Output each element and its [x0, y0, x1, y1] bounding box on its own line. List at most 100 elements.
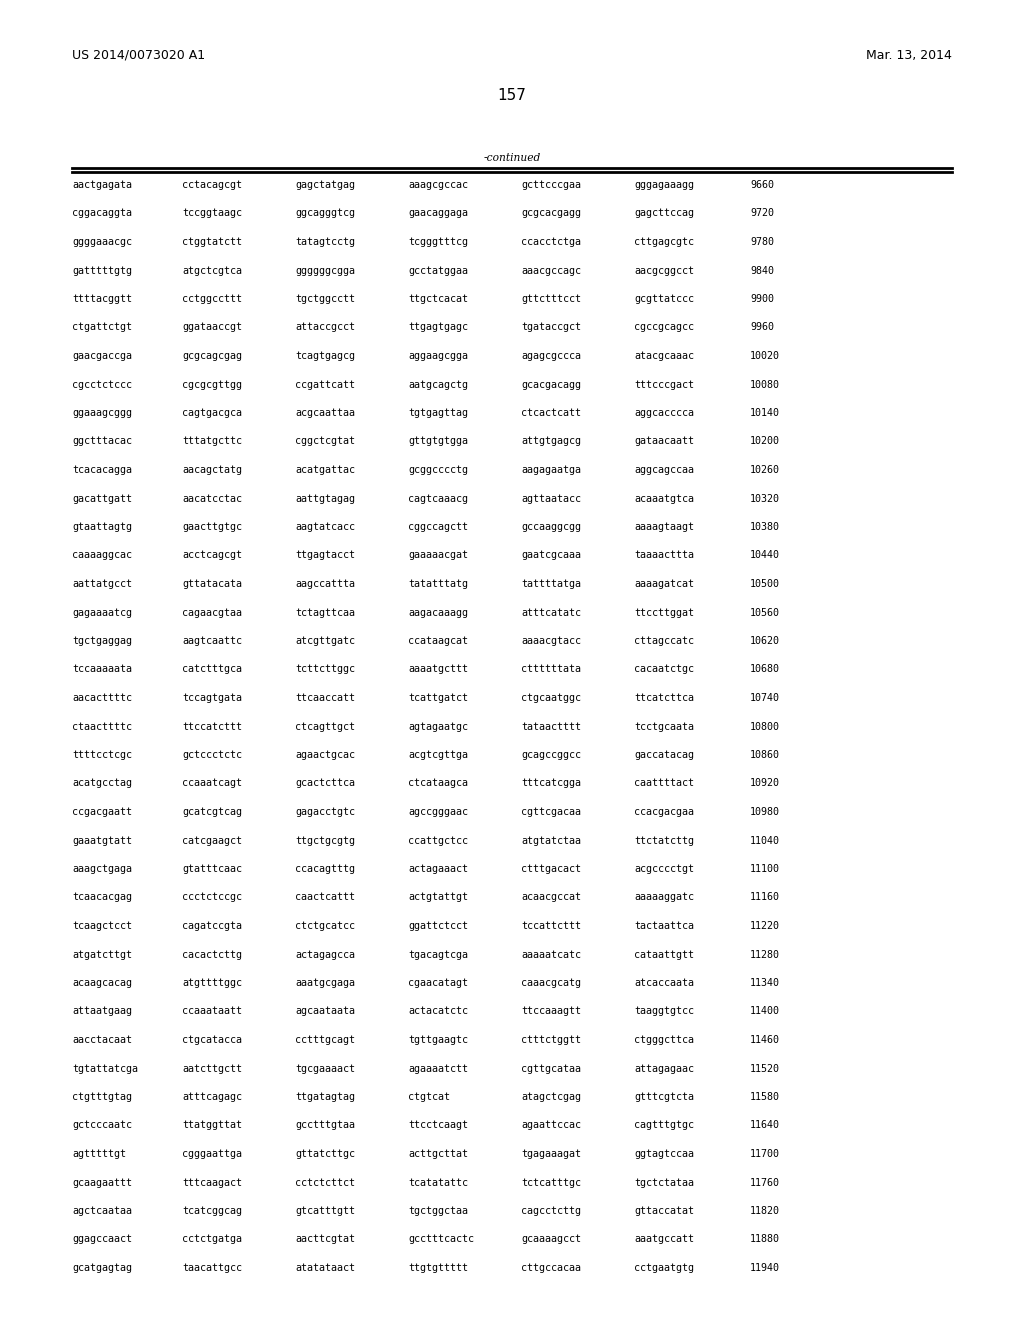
Text: gaacgaccga: gaacgaccga	[72, 351, 132, 360]
Text: 11940: 11940	[750, 1263, 780, 1272]
Text: 10920: 10920	[750, 779, 780, 788]
Text: gcactcttca: gcactcttca	[295, 779, 355, 788]
Text: gaccatacag: gaccatacag	[634, 750, 694, 760]
Text: gcgttatccc: gcgttatccc	[634, 294, 694, 304]
Text: cctacagcgt: cctacagcgt	[182, 180, 242, 190]
Text: cctttgcagt: cctttgcagt	[295, 1035, 355, 1045]
Text: tgttgaagtc: tgttgaagtc	[408, 1035, 468, 1045]
Text: caattttact: caattttact	[634, 779, 694, 788]
Text: 10440: 10440	[750, 550, 780, 561]
Text: gccaaggcgg: gccaaggcgg	[521, 521, 581, 532]
Text: tgtattatcga: tgtattatcga	[72, 1064, 138, 1073]
Text: 10200: 10200	[750, 437, 780, 446]
Text: cctctgatga: cctctgatga	[182, 1234, 242, 1245]
Text: gtatttcaac: gtatttcaac	[182, 865, 242, 874]
Text: atcaccaata: atcaccaata	[634, 978, 694, 987]
Text: tcaagctcct: tcaagctcct	[72, 921, 132, 931]
Text: 11880: 11880	[750, 1234, 780, 1245]
Text: aattatgcct: aattatgcct	[72, 579, 132, 589]
Text: cctctcttct: cctctcttct	[295, 1177, 355, 1188]
Text: 11040: 11040	[750, 836, 780, 846]
Text: gcctttgtaa: gcctttgtaa	[295, 1121, 355, 1130]
Text: gttaccatat: gttaccatat	[634, 1206, 694, 1216]
Text: gcctttcactc: gcctttcactc	[408, 1234, 474, 1245]
Text: tcgggtttcg: tcgggtttcg	[408, 238, 468, 247]
Text: ctctgcatcc: ctctgcatcc	[295, 921, 355, 931]
Text: gcagccggcc: gcagccggcc	[521, 750, 581, 760]
Text: 10680: 10680	[750, 664, 780, 675]
Text: 9840: 9840	[750, 265, 774, 276]
Text: 10800: 10800	[750, 722, 780, 731]
Text: tttcccgact: tttcccgact	[634, 380, 694, 389]
Text: 11760: 11760	[750, 1177, 780, 1188]
Text: gatttttgtg: gatttttgtg	[72, 265, 132, 276]
Text: catcgaagct: catcgaagct	[182, 836, 242, 846]
Text: gtttcgtcta: gtttcgtcta	[634, 1092, 694, 1102]
Text: agaattccac: agaattccac	[521, 1121, 581, 1130]
Text: gttatcttgc: gttatcttgc	[295, 1148, 355, 1159]
Text: ttgctcacat: ttgctcacat	[408, 294, 468, 304]
Text: aaatgccatt: aaatgccatt	[634, 1234, 694, 1245]
Text: 9660: 9660	[750, 180, 774, 190]
Text: cacactcttg: cacactcttg	[182, 949, 242, 960]
Text: 11400: 11400	[750, 1006, 780, 1016]
Text: ccacgacgaa: ccacgacgaa	[634, 807, 694, 817]
Text: aaaagatcat: aaaagatcat	[634, 579, 694, 589]
Text: tatatttatg: tatatttatg	[408, 579, 468, 589]
Text: aacttcgtat: aacttcgtat	[295, 1234, 355, 1245]
Text: ccctctccgc: ccctctccgc	[182, 892, 242, 903]
Text: gtcatttgtt: gtcatttgtt	[295, 1206, 355, 1216]
Text: tccagtgata: tccagtgata	[182, 693, 242, 704]
Text: ttttacggtt: ttttacggtt	[72, 294, 132, 304]
Text: ctcagttgct: ctcagttgct	[295, 722, 355, 731]
Text: 10020: 10020	[750, 351, 780, 360]
Text: aatcttgctt: aatcttgctt	[182, 1064, 242, 1073]
Text: aagacaaagg: aagacaaagg	[408, 607, 468, 618]
Text: 11520: 11520	[750, 1064, 780, 1073]
Text: agtagaatgc: agtagaatgc	[408, 722, 468, 731]
Text: ttgatagtag: ttgatagtag	[295, 1092, 355, 1102]
Text: aaagcgccac: aaagcgccac	[408, 180, 468, 190]
Text: tccaaaaata: tccaaaaata	[72, 664, 132, 675]
Text: ccaaatcagt: ccaaatcagt	[182, 779, 242, 788]
Text: ggcagggtcg: ggcagggtcg	[295, 209, 355, 219]
Text: caactcattt: caactcattt	[295, 892, 355, 903]
Text: agctcaataa: agctcaataa	[72, 1206, 132, 1216]
Text: tcctgcaata: tcctgcaata	[634, 722, 694, 731]
Text: cagaacgtaa: cagaacgtaa	[182, 607, 242, 618]
Text: tctagttcaa: tctagttcaa	[295, 607, 355, 618]
Text: caaaaggcac: caaaaggcac	[72, 550, 132, 561]
Text: taaggtgtcc: taaggtgtcc	[634, 1006, 694, 1016]
Text: acaaatgtca: acaaatgtca	[634, 494, 694, 503]
Text: gagacctgtc: gagacctgtc	[295, 807, 355, 817]
Text: cagtcaaacg: cagtcaaacg	[408, 494, 468, 503]
Text: ccattgctcc: ccattgctcc	[408, 836, 468, 846]
Text: agccgggaac: agccgggaac	[408, 807, 468, 817]
Text: agtttttgt: agtttttgt	[72, 1148, 126, 1159]
Text: cgcgcgttgg: cgcgcgttgg	[182, 380, 242, 389]
Text: gcggcccctg: gcggcccctg	[408, 465, 468, 475]
Text: gaaatgtatt: gaaatgtatt	[72, 836, 132, 846]
Text: gtaattagtg: gtaattagtg	[72, 521, 132, 532]
Text: tgacagtcga: tgacagtcga	[408, 949, 468, 960]
Text: agcaataata: agcaataata	[295, 1006, 355, 1016]
Text: ccacagtttg: ccacagtttg	[295, 865, 355, 874]
Text: gacattgatt: gacattgatt	[72, 494, 132, 503]
Text: actagaaact: actagaaact	[408, 865, 468, 874]
Text: 11160: 11160	[750, 892, 780, 903]
Text: gagcttccag: gagcttccag	[634, 209, 694, 219]
Text: caaacgcatg: caaacgcatg	[521, 978, 581, 987]
Text: ttccaaagtt: ttccaaagtt	[521, 1006, 581, 1016]
Text: ttatggttat: ttatggttat	[182, 1121, 242, 1130]
Text: ttttcctcgc: ttttcctcgc	[72, 750, 132, 760]
Text: acgcccctgt: acgcccctgt	[634, 865, 694, 874]
Text: attaccgcct: attaccgcct	[295, 322, 355, 333]
Text: ttcctcaagt: ttcctcaagt	[408, 1121, 468, 1130]
Text: aacagctatg: aacagctatg	[182, 465, 242, 475]
Text: cagtttgtgc: cagtttgtgc	[634, 1121, 694, 1130]
Text: gaaaaacgat: gaaaaacgat	[408, 550, 468, 561]
Text: aaaatgcttt: aaaatgcttt	[408, 664, 468, 675]
Text: tcacacagga: tcacacagga	[72, 465, 132, 475]
Text: ggtagtccaa: ggtagtccaa	[634, 1148, 694, 1159]
Text: tataactttt: tataactttt	[521, 722, 581, 731]
